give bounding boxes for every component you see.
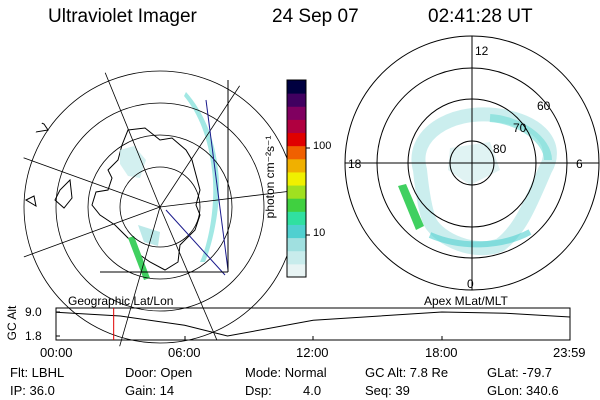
color-bar-segment [287, 185, 306, 199]
coastline-fragment [29, 117, 49, 133]
color-bar-frame [286, 79, 307, 278]
color-bar-segment [287, 106, 306, 120]
colorbar-tick-label: 10 [313, 227, 326, 239]
timeline-xtick-label: 18:00 [425, 345, 458, 360]
dsp-info: Dsp: [245, 383, 272, 398]
aurora-band [398, 184, 424, 230]
aurora-band [128, 236, 150, 280]
gc-alt-line [55, 311, 571, 337]
mlt-label-top: 12 [475, 44, 489, 58]
door-info: Door: Open [125, 365, 193, 380]
color-bar-segment [287, 158, 306, 173]
mlt-label-bottom: 0 [467, 277, 474, 291]
mlat-label-80: 80 [493, 142, 507, 156]
color-bar-segment [287, 171, 306, 186]
color-bar-segment [287, 132, 306, 147]
color-bar-segment [287, 237, 306, 252]
timeline-ytick-label: 9.0 [25, 305, 42, 319]
color-bar-segment [287, 80, 306, 94]
glon-info: GLon: 340.6 [487, 383, 559, 398]
gc-alt-info: GC Alt: 7.8 Re [365, 365, 449, 380]
aurora-oval [489, 114, 552, 161]
colorbar-unit-label: photon cm⁻²s⁻¹ [263, 135, 277, 219]
color-bar-segment [287, 263, 306, 278]
color-bar-segment [287, 224, 306, 239]
mode-info: Mode: Normal [245, 365, 327, 380]
left-panel-caption: Geographic Lat/Lon [68, 294, 174, 308]
color-bar-segment [287, 198, 306, 212]
mlt-label-left: 18 [348, 157, 362, 171]
geographic-map-panel [15, 62, 301, 352]
color-bar [287, 80, 306, 278]
timeline-ylabel: GC Alt [5, 305, 19, 341]
color-bar-segment [287, 145, 306, 160]
seq-info: Seq: 39 [365, 383, 410, 398]
colorbar-tick-label: 100 [313, 140, 332, 152]
coastline-fragment [54, 178, 73, 209]
dsp-value: 4.0 [303, 383, 322, 398]
color-bar-segment [287, 93, 306, 107]
filter-info: Flt: LBHL [10, 365, 65, 380]
aurora-oval [428, 229, 532, 248]
aurora-oval [411, 107, 557, 256]
right-panel-caption: Apex MLat/MLT [424, 294, 508, 308]
aurora-band [184, 92, 220, 262]
date-label: 24 Sep 07 [272, 6, 359, 27]
time-label: 02:41:28 UT [428, 6, 533, 27]
timeline-plot [55, 307, 571, 341]
color-bar-segment [287, 211, 306, 225]
color-bar-segment [287, 119, 306, 134]
magnetic-map-panel [344, 35, 600, 291]
timeline-xtick-label: 06:00 [168, 345, 201, 360]
coastline-fragment [24, 195, 37, 208]
timeline-ytick-label: 1.8 [25, 329, 42, 343]
glat-info: GLat: -79.7 [487, 365, 553, 380]
timeline-xtick-label: 12:00 [296, 345, 329, 360]
continent-outline [91, 127, 201, 271]
mlat-label-60: 60 [537, 99, 551, 113]
mlat-label-70: 70 [513, 121, 527, 135]
mlt-label-right: 6 [576, 157, 583, 171]
aurora-band [120, 146, 146, 178]
ip-info: IP: 36.0 [10, 383, 55, 398]
timeline-xtick-label: 00:00 [40, 345, 73, 360]
aurora-band [138, 225, 160, 246]
instrument-title: Ultraviolet Imager [48, 6, 197, 27]
color-bar-segment [287, 250, 306, 265]
timeline-xtick-label: 23:59 [553, 345, 586, 360]
gain-info: Gain: 14 [125, 383, 175, 398]
